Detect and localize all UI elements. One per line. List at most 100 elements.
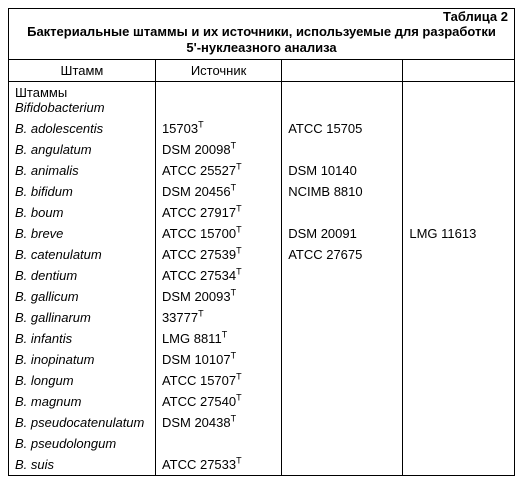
type-strain-sup: T bbox=[236, 245, 242, 255]
cell-source: LMG 8811T bbox=[155, 328, 281, 349]
type-strain-sup: T bbox=[222, 329, 228, 339]
cell-strain: B. adolescentis bbox=[9, 118, 155, 139]
header-row: Штамм Источник bbox=[9, 59, 514, 81]
species-name: B. suis bbox=[15, 457, 54, 472]
cell-strain: B. bifidum bbox=[9, 181, 155, 202]
cell-source: DSM 10107T bbox=[155, 349, 281, 370]
table-row: B. pseudolongum bbox=[9, 433, 514, 454]
table-row: B. catenulatumATCC 27539TATCC 27675 bbox=[9, 244, 514, 265]
cell-source-3 bbox=[403, 391, 514, 412]
cell-source-3 bbox=[403, 412, 514, 433]
type-strain-sup: T bbox=[236, 392, 242, 402]
species-name: B. adolescentis bbox=[15, 121, 103, 136]
cell-source-3 bbox=[403, 433, 514, 454]
species-name: B. longum bbox=[15, 373, 74, 388]
table-title: Бактериальные штаммы и их источники, исп… bbox=[9, 24, 514, 59]
cell-strain: B. magnum bbox=[9, 391, 155, 412]
species-name: B. angulatum bbox=[15, 142, 92, 157]
cell-strain: B. angulatum bbox=[9, 139, 155, 160]
cell-source-2: DSM 20091 bbox=[282, 223, 403, 244]
section-row: Штаммы Bifidobacterium bbox=[9, 81, 514, 118]
species-name: B. dentium bbox=[15, 268, 77, 283]
cell-source-3 bbox=[403, 307, 514, 328]
cell-source-2: NCIMB 8810 bbox=[282, 181, 403, 202]
cell-source-2 bbox=[282, 433, 403, 454]
species-name: B. gallicum bbox=[15, 289, 79, 304]
type-strain-sup: T bbox=[231, 140, 237, 150]
section-text: Штаммы bbox=[15, 85, 67, 100]
table-row: B. longum ATCC 15707T bbox=[9, 370, 514, 391]
cell-source: 33777T bbox=[155, 307, 281, 328]
type-strain-sup: T bbox=[236, 455, 242, 465]
cell-strain: B. infantis bbox=[9, 328, 155, 349]
table-row: B. gallicumDSM 20093T bbox=[9, 286, 514, 307]
col-source: Источник bbox=[155, 59, 281, 81]
table-row: B. infantis LMG 8811T bbox=[9, 328, 514, 349]
cell-strain: B. longum bbox=[9, 370, 155, 391]
cell-strain: B. boum bbox=[9, 202, 155, 223]
cell-source-2 bbox=[282, 370, 403, 391]
species-name: B. animalis bbox=[15, 163, 79, 178]
cell-strain: B. breve bbox=[9, 223, 155, 244]
cell-source-2: ATCC 15705 bbox=[282, 118, 403, 139]
cell-source: ATCC 15707T bbox=[155, 370, 281, 391]
type-strain-sup: T bbox=[236, 203, 242, 213]
table-container: Таблица 2 Бактериальные штаммы и их исто… bbox=[8, 8, 515, 476]
col-extra-2 bbox=[403, 59, 514, 81]
type-strain-sup: T bbox=[236, 266, 242, 276]
table-row: B. dentium ATCC 27534T bbox=[9, 265, 514, 286]
cell-source: DSM 20438T bbox=[155, 412, 281, 433]
cell-source: 15703T bbox=[155, 118, 281, 139]
cell-source-3 bbox=[403, 118, 514, 139]
cell-source: ATCC 15700T bbox=[155, 223, 281, 244]
cell-source-3 bbox=[403, 244, 514, 265]
species-name: B. gallinarum bbox=[15, 310, 91, 325]
species-name: B. catenulatum bbox=[15, 247, 102, 262]
cell-strain: B. gallinarum bbox=[9, 307, 155, 328]
cell-source-2 bbox=[282, 391, 403, 412]
cell-strain: B. dentium bbox=[9, 265, 155, 286]
species-name: B. pseudolongum bbox=[15, 436, 116, 451]
cell-strain: B. catenulatum bbox=[9, 244, 155, 265]
type-strain-sup: T bbox=[236, 371, 242, 381]
cell-source-3 bbox=[403, 370, 514, 391]
cell-source-2 bbox=[282, 202, 403, 223]
cell-source-2 bbox=[282, 307, 403, 328]
cell-source-3 bbox=[403, 202, 514, 223]
cell-source: ATCC 27917T bbox=[155, 202, 281, 223]
table-row: B. bifidumDSM 20456TNCIMB 8810 bbox=[9, 181, 514, 202]
type-strain-sup: T bbox=[231, 182, 237, 192]
cell-source-2: DSM 10140 bbox=[282, 160, 403, 181]
cell-source-3 bbox=[403, 454, 514, 475]
cell-source-3 bbox=[403, 265, 514, 286]
cell-source-3 bbox=[403, 349, 514, 370]
cell-source-2 bbox=[282, 139, 403, 160]
cell-source: DSM 20098T bbox=[155, 139, 281, 160]
table-row: B. angulatum DSM 20098T bbox=[9, 139, 514, 160]
empty-cell bbox=[403, 81, 514, 118]
table-row: B. pseudocatenulatum DSM 20438T bbox=[9, 412, 514, 433]
type-strain-sup: T bbox=[231, 287, 237, 297]
cell-source-2 bbox=[282, 265, 403, 286]
cell-source-2 bbox=[282, 454, 403, 475]
cell-source: ATCC 27540T bbox=[155, 391, 281, 412]
table-row: B. animalisATCC 25527TDSM 10140 bbox=[9, 160, 514, 181]
title-line-2: 5'-нуклеазного анализа bbox=[186, 40, 336, 55]
table-row: B. adolescentis 15703TATCC 15705 bbox=[9, 118, 514, 139]
species-name: B. infantis bbox=[15, 331, 72, 346]
title-line-1: Бактериальные штаммы и их источники, исп… bbox=[27, 24, 496, 39]
strain-table: Штамм Источник Штаммы Bifidobacterium B.… bbox=[9, 59, 514, 475]
cell-source: DSM 20456T bbox=[155, 181, 281, 202]
species-name: B. pseudocatenulatum bbox=[15, 415, 144, 430]
cell-source: ATCC 27534T bbox=[155, 265, 281, 286]
type-strain-sup: T bbox=[236, 224, 242, 234]
table-row: B. boumATCC 27917T bbox=[9, 202, 514, 223]
cell-strain: B. gallicum bbox=[9, 286, 155, 307]
cell-strain: B. pseudolongum bbox=[9, 433, 155, 454]
species-name: B. inopinatum bbox=[15, 352, 95, 367]
cell-source: ATCC 27533T bbox=[155, 454, 281, 475]
cell-strain: B. inopinatum bbox=[9, 349, 155, 370]
table-row: B. suis ATCC 27533T bbox=[9, 454, 514, 475]
type-strain-sup: T bbox=[231, 350, 237, 360]
table-row: B. inopinatum DSM 10107T bbox=[9, 349, 514, 370]
